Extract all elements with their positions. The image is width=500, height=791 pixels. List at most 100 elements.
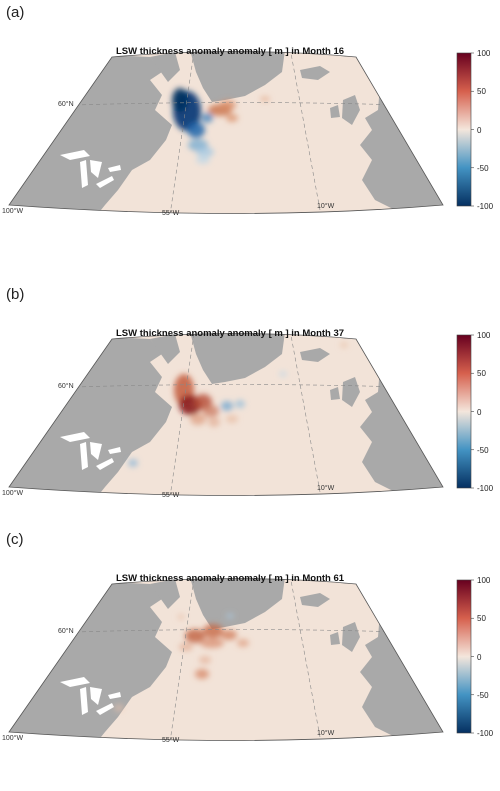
anomaly-blob: [179, 643, 193, 651]
map-panel-c: [8, 578, 474, 741]
land-iceland: [300, 593, 330, 607]
gridline-60n: [74, 384, 401, 388]
anomaly-blob: [114, 704, 124, 712]
panel-label: (a): [6, 4, 25, 21]
lake-huron: [90, 687, 102, 705]
panel-c: (c) LSW thickness anomaly anomaly [ m ] …: [0, 527, 500, 789]
land-ireland: [330, 105, 340, 118]
anomaly-blob: [187, 122, 205, 138]
colorbar-tick: 0: [477, 408, 482, 417]
colorbar-tick: 100: [477, 331, 491, 340]
lake-erie: [96, 703, 114, 715]
anomaly-blob: [203, 405, 219, 417]
anomaly-blob: [196, 147, 214, 157]
colorbar-tick: -50: [477, 691, 489, 700]
lon-label-55w: 55°W: [162, 492, 180, 499]
anomaly-blob: [226, 613, 234, 619]
lon-label-100w: 100°W: [2, 208, 24, 215]
lon-label-10w: 10°W: [317, 203, 335, 210]
lake-michigan: [80, 442, 88, 470]
gridline-60n: [74, 629, 401, 633]
colorbar: [456, 579, 472, 734]
anomaly-blob: [203, 624, 223, 638]
map-title: LSW thickness anomaly anomaly [ m ] in M…: [116, 46, 345, 57]
anomaly-blob: [201, 113, 213, 123]
lake-ontario: [108, 165, 121, 172]
anomaly-blob: [226, 415, 238, 423]
land-north-america: [9, 582, 172, 741]
lat-label-60n: 60°N: [58, 628, 74, 635]
lake-superior: [60, 432, 90, 442]
lat-label-60n: 60°N: [58, 101, 74, 108]
map-border: [8, 578, 444, 741]
map-frame: [8, 578, 474, 741]
anomaly-blob: [190, 413, 206, 425]
anomaly-layer: [114, 613, 249, 712]
land-greenland: [190, 333, 285, 384]
anomaly-blob: [260, 96, 270, 102]
land-british-isles: [342, 377, 360, 407]
colorbar-tick: -100: [477, 202, 494, 211]
anomaly-blob: [221, 630, 237, 640]
lon-label-100w: 100°W: [2, 490, 24, 497]
panel-b: (b) LSW thickness anomaly anomaly [ m ] …: [0, 282, 500, 544]
colorbar-tick: 0: [477, 126, 482, 135]
lake-superior: [60, 150, 90, 160]
lon-label-10w: 10°W: [317, 485, 335, 492]
anomaly-blob: [340, 342, 348, 348]
land-iceland: [300, 66, 330, 80]
anomaly-blob: [172, 88, 188, 112]
map-content: [9, 333, 443, 496]
land-north-america: [9, 337, 172, 496]
anomaly-layer: [172, 88, 270, 164]
gridline-55w: [169, 51, 196, 214]
anomaly-blob: [128, 459, 138, 467]
map-panel-b: [8, 333, 474, 496]
gridline-55w: [169, 578, 196, 741]
land-british-isles: [342, 95, 360, 125]
map-panel-a: [8, 51, 474, 214]
colorbar-tick: 50: [477, 614, 486, 623]
anomaly-blob: [208, 417, 220, 427]
colorbar-tick: -50: [477, 446, 489, 455]
lake-huron: [90, 442, 102, 460]
colorbar-tick: 0: [477, 653, 482, 662]
gridline-60n: [74, 102, 401, 106]
anomaly-blob: [200, 638, 224, 648]
lon-label-55w: 55°W: [162, 737, 180, 744]
land-baffin: [150, 579, 180, 609]
panel-label: (c): [6, 531, 24, 548]
anomaly-blob: [195, 669, 209, 679]
lon-label-100w: 100°W: [2, 735, 24, 742]
land-greenland: [190, 578, 285, 629]
anomaly-blob: [235, 400, 245, 408]
anomaly-blob: [279, 371, 287, 377]
land-ireland: [330, 632, 340, 645]
land-british-isles: [342, 622, 360, 652]
map-frame: [8, 333, 474, 496]
colorbar-tick: 100: [477, 49, 491, 58]
anomaly-blob: [185, 629, 205, 643]
lake-huron: [90, 160, 102, 178]
anomaly-blob: [220, 100, 236, 110]
lake-ontario: [108, 447, 121, 454]
colorbar-tick: 50: [477, 369, 486, 378]
lake-superior: [60, 677, 90, 687]
colorbar-tick: 100: [477, 576, 491, 585]
colorbar-tick: 50: [477, 87, 486, 96]
colorbar: [456, 52, 472, 207]
lon-label-10w: 10°W: [317, 730, 335, 737]
anomaly-blob: [177, 614, 185, 620]
lake-michigan: [80, 687, 88, 715]
land-baffin: [150, 334, 180, 364]
map-border: [8, 333, 444, 496]
lake-erie: [96, 176, 114, 188]
anomaly-blob: [221, 401, 233, 411]
panel-label: (b): [6, 286, 25, 303]
lake-erie: [96, 458, 114, 470]
lon-label-55w: 55°W: [162, 210, 180, 217]
colorbar-tick: -50: [477, 164, 489, 173]
gridline-55w: [169, 333, 196, 496]
land-iceland: [300, 348, 330, 362]
land-baffin: [150, 52, 180, 82]
